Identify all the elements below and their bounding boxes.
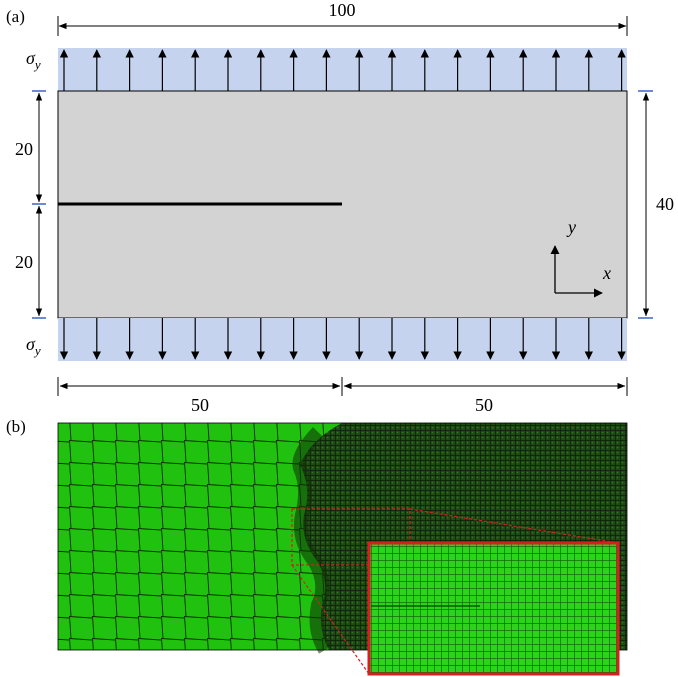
crack-length-label: 50 — [191, 395, 209, 415]
top-load-band — [58, 48, 627, 91]
mesh-view — [57, 422, 628, 676]
bottom-load-label: σy — [26, 334, 41, 358]
height-label: 40 — [656, 194, 674, 214]
mesh-outline — [57, 422, 628, 651]
y-axis-label: y — [566, 217, 576, 237]
top-load-label: σy — [26, 48, 41, 72]
mesh-transition-zone — [292, 427, 332, 654]
zoom-region-box — [291, 508, 411, 566]
bottom-load-band — [58, 318, 627, 361]
bottom-load-arrows — [59, 318, 626, 360]
top-load-arrows — [59, 49, 626, 91]
inset-mesh-zoom — [367, 541, 620, 676]
lower-half-label: 20 — [15, 252, 33, 272]
x-axis-label: x — [602, 263, 611, 283]
zoom-connector-top — [409, 508, 619, 544]
ligament-length-label: 50 — [475, 395, 493, 415]
zoom-connector-bottom — [291, 564, 370, 675]
upper-half-label: 20 — [15, 139, 33, 159]
panel-label-b: (b) — [6, 417, 26, 436]
panel-label-a: (a) — [6, 7, 25, 26]
width-label: 100 — [329, 0, 356, 20]
